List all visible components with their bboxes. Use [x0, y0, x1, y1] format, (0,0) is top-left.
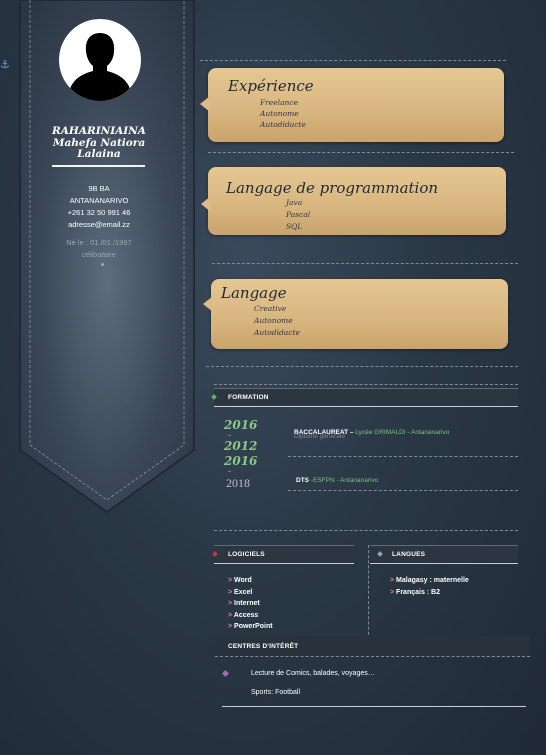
- programming-item: Java: [286, 198, 303, 207]
- experience-title: Expérience: [228, 77, 314, 95]
- logiciels-label: LOGICIELS: [228, 551, 265, 558]
- name-line: RAHARINIAINA: [52, 125, 146, 137]
- year-end: 2012: [224, 439, 258, 453]
- separator: [215, 656, 530, 657]
- school-name: Lycée GRIMALDI - Antananarivo: [353, 429, 450, 436]
- experience-card: Expérience Freelance Autonome Autodidact…: [208, 68, 504, 142]
- list-item: > Français : B2: [390, 588, 441, 596]
- logiciels-header: LOGICIELS: [212, 545, 354, 562]
- degree-title: BACCALAUREAT –: [294, 429, 354, 436]
- language-item: Autodidacte: [254, 328, 300, 337]
- experience-item: Autodidacte: [260, 120, 306, 129]
- card-pointer: [200, 96, 210, 112]
- section-rule: [222, 706, 526, 707]
- separator: [206, 366, 518, 367]
- card-pointer: [201, 196, 211, 212]
- interets-label: CENTRES D'INTÉRÊT: [228, 643, 299, 650]
- separator: [212, 263, 518, 264]
- birth-date: Né le : 01 /01 /1997: [66, 238, 132, 247]
- address-line: 9B BA: [88, 184, 110, 193]
- list-item: > Word: [228, 577, 252, 584]
- programming-item: Pascal: [286, 210, 311, 219]
- year-start: 2016: [224, 418, 258, 432]
- avatar: [59, 19, 141, 101]
- interest-item: Sports: Football: [251, 689, 301, 696]
- anchor-icon: ⚓: [0, 59, 10, 71]
- diamond-bullet-icon: [221, 669, 230, 678]
- school-name: -ESFPN - Antananarivo: [309, 477, 379, 484]
- interest-item: Lecture de Comics, balades, voyages…: [251, 670, 375, 677]
- diamond-bullet-icon: [377, 551, 383, 557]
- interets-header: CENTRES D'INTÉRÊT: [215, 636, 530, 658]
- year-end: 2018: [226, 476, 250, 490]
- marital-status: célibataire: [81, 250, 117, 259]
- section-rule: [370, 563, 518, 564]
- langues-header: LANGUES: [370, 545, 518, 562]
- formation-header: FORMATION: [211, 388, 518, 405]
- list-item: > PowerPoint: [228, 623, 273, 630]
- language-title: Langage: [221, 284, 287, 302]
- separator: [288, 490, 518, 491]
- year-dash: -: [228, 466, 231, 476]
- experience-item: Freelance: [260, 98, 299, 107]
- software-list: > Word > Excel > Internet > Access > Pow…: [228, 575, 273, 633]
- programming-title: Langage de programmation: [226, 179, 439, 197]
- person-silhouette-icon: [70, 33, 130, 101]
- list-item: > Internet: [228, 600, 260, 607]
- languages-list: > Malagasy : maternelle > Français : B2: [390, 575, 469, 598]
- card-pointer: [203, 296, 213, 312]
- language-card: Langage Creative Autonome Autodidacte: [211, 279, 508, 349]
- address-city: ANTANANARIVO: [69, 196, 129, 205]
- decorative-dot: [101, 263, 104, 266]
- separator: [208, 152, 514, 153]
- list-item: > Malagasy : maternelle: [390, 577, 469, 584]
- list-item: > Excel: [228, 588, 253, 596]
- email-address: adresse@email.zz: [68, 220, 130, 229]
- sidebar-ribbon: [19, 0, 195, 513]
- name-divider: [52, 165, 145, 167]
- year-dash: -: [228, 430, 231, 440]
- education-entry: BACCALAUREAT – Lycée GRIMALDI - Antanana…: [294, 421, 449, 439]
- section-rule: [214, 563, 354, 564]
- separator: [214, 384, 518, 385]
- diamond-bullet-icon: [211, 394, 217, 400]
- section-rule: [214, 406, 518, 407]
- year-start: 2016: [224, 454, 258, 468]
- programming-item: SQL: [286, 222, 303, 231]
- separator: [200, 60, 506, 61]
- phone-number: +261 32 50 991 46: [67, 208, 131, 217]
- separator: [214, 530, 518, 531]
- degree-title: DTS: [296, 477, 309, 484]
- language-item: Creative: [254, 304, 287, 313]
- name-line: Lalaina: [77, 148, 121, 160]
- formation-label: FORMATION: [228, 394, 269, 401]
- column-divider: [368, 545, 369, 650]
- education-entry: DTS -ESFPN - Antananarivo: [296, 469, 378, 487]
- langues-label: LANGUES: [392, 551, 426, 558]
- experience-item: Autonome: [260, 109, 299, 118]
- degree-subtitle: Diplôme générale: [294, 433, 345, 440]
- programming-card: Langage de programmation Java Pascal SQL: [208, 167, 506, 235]
- diamond-bullet-icon: [212, 551, 218, 557]
- name-line: Mahefa Natiora: [52, 136, 146, 149]
- profile-name: RAHARINIAINA Mahefa Natiora Lalaina: [40, 125, 158, 161]
- list-item: > Access: [228, 611, 259, 619]
- language-item: Autonome: [254, 316, 293, 325]
- separator: [288, 456, 518, 457]
